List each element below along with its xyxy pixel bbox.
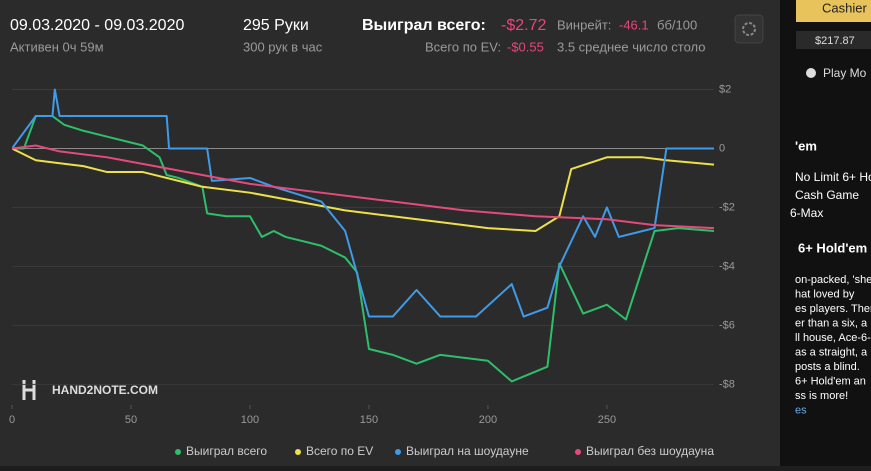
watermark: HAND2NOTE.COM	[52, 383, 158, 397]
tables: 3.5 среднее число столо	[557, 39, 706, 54]
description-line: es	[795, 404, 807, 416]
active-time: Активен 0ч 59м	[10, 39, 104, 54]
y-tick-label: -$4	[719, 260, 735, 272]
y-tick-label: 0	[719, 142, 725, 154]
plot	[12, 88, 714, 383]
legend-label: Выиграл на шоудауне	[406, 444, 529, 458]
settings-icon[interactable]	[742, 22, 756, 36]
logo-icon	[22, 380, 36, 400]
header: 09.03.2020 - 09.03.2020 Активен 0ч 59м 2…	[10, 17, 706, 54]
y-tick-label: -$6	[719, 319, 735, 331]
cashier-label[interactable]: Cashier	[822, 0, 867, 15]
description-line: ll house, Ace-6-	[795, 332, 871, 344]
settings-button[interactable]	[734, 14, 764, 44]
legend-label: Всего по EV	[306, 444, 373, 458]
game-description: on-packed, 'she hat loved by es players. T…	[795, 274, 871, 417]
grid	[12, 88, 714, 385]
legend-label: Выиграл без шоудауна	[586, 444, 714, 458]
legend-marker	[295, 449, 301, 455]
description-line: on-packed, 'she	[795, 274, 871, 286]
hands-rate: 300 рук в час	[243, 39, 323, 54]
game-title: 'em	[795, 138, 817, 153]
description-line: as a straight, a	[795, 346, 868, 358]
game-line: Cash Game	[795, 188, 859, 202]
balance-box	[796, 31, 871, 49]
balance: $217.87	[815, 35, 855, 47]
won-value: -$2.72	[501, 17, 546, 34]
winrate-value: -46.1	[619, 17, 649, 32]
legend-marker	[175, 449, 181, 455]
winrate-label: Винрейт:	[557, 17, 611, 32]
x-tick-label: 250	[598, 414, 616, 426]
legend-marker	[575, 449, 581, 455]
ev-value: -$0.55	[507, 39, 544, 54]
description-line: ss is more!	[795, 390, 848, 402]
description-line: er than a six, a	[795, 317, 868, 329]
axes: $2 0 -$2 -$4 -$6 -$8 0 50 100 150 200 250 Выиграл вс…	[9, 83, 735, 458]
game-heading: 6+ Hold'em	[798, 240, 867, 255]
won-label: Выиграл всего:	[362, 17, 486, 34]
legend-label: Выиграл всего	[186, 444, 267, 458]
description-line: es players. There	[795, 303, 871, 315]
y-tick-label: -$8	[719, 378, 735, 390]
play-label[interactable]: Play Mo	[823, 66, 867, 80]
series-line	[12, 115, 714, 383]
x-tick-label: 50	[125, 414, 137, 426]
ev-label: Всего по EV:	[425, 39, 501, 54]
x-tick-label: 200	[479, 414, 497, 426]
game-line: 6-Max	[790, 206, 823, 220]
description-line: posts a blind.	[795, 361, 860, 373]
cashier-button[interactable]	[796, 0, 871, 22]
x-tick-label: 150	[360, 414, 378, 426]
side-panel	[780, 0, 871, 466]
game-line: No Limit 6+ Ho	[795, 170, 871, 184]
date-range: 09.03.2020 - 09.03.2020	[10, 17, 184, 34]
series-line	[12, 147, 714, 233]
winrate-unit: бб/100	[657, 17, 697, 32]
legend-marker	[395, 449, 401, 455]
x-tick-label: 0	[9, 414, 15, 426]
x-tick-label: 100	[241, 414, 259, 426]
hands: 295 Руки	[243, 17, 309, 34]
series-line	[12, 88, 714, 318]
y-tick-label: -$2	[719, 201, 735, 213]
y-tick-label: $2	[719, 83, 731, 95]
series-line	[12, 144, 714, 230]
description-line: 6+ Hold'em an	[795, 375, 866, 387]
panel	[0, 0, 780, 466]
description-line: hat loved by	[795, 288, 855, 300]
play-icon[interactable]	[806, 68, 816, 78]
